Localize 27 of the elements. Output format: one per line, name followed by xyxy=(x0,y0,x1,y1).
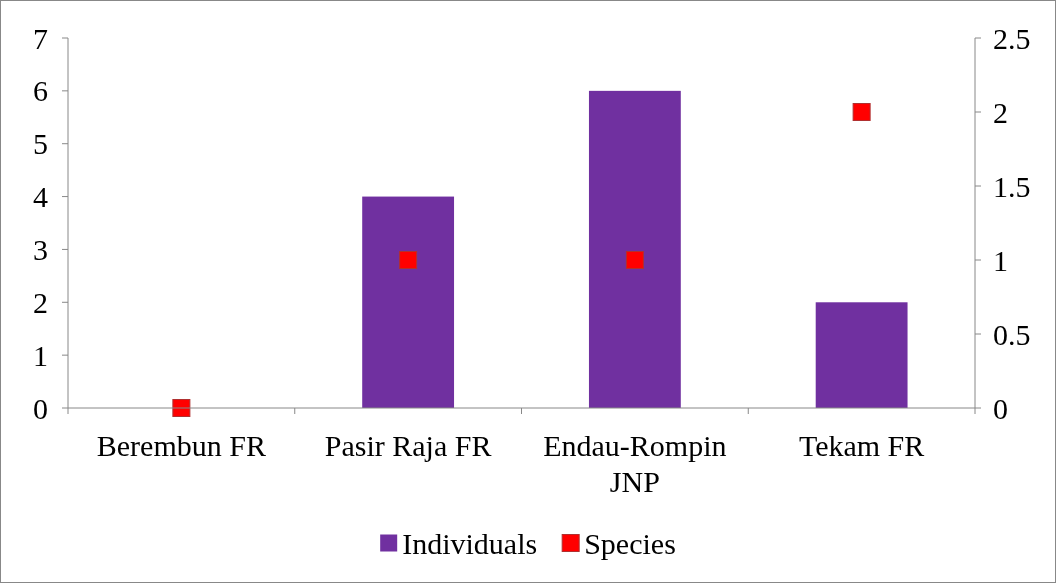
y2-tick-label: 1.5 xyxy=(993,169,1031,203)
point xyxy=(172,399,191,417)
bar xyxy=(815,302,908,408)
y2-tick-label: 0 xyxy=(993,391,1008,425)
x-tick-label: Berembun FR xyxy=(96,429,266,462)
y2-tick-label: 0.5 xyxy=(993,317,1031,351)
y2-tick-label: 2 xyxy=(993,95,1008,129)
y-tick-label: 0 xyxy=(33,391,48,425)
point xyxy=(399,251,418,269)
x-tick-label: Tekam FR xyxy=(798,429,925,462)
point xyxy=(852,103,871,121)
y-tick-label: 3 xyxy=(33,232,48,266)
legend-label: Individuals xyxy=(402,526,538,560)
legend-label: Species xyxy=(584,526,676,560)
y-tick-label: 2 xyxy=(33,285,48,319)
y-tick-label: 5 xyxy=(33,127,48,161)
y-tick-label: 1 xyxy=(33,338,48,372)
y2-tick-label: 2.5 xyxy=(993,21,1031,55)
x-tick-label: Pasir Raja FR xyxy=(324,429,492,462)
point xyxy=(625,251,644,269)
bar xyxy=(588,90,681,408)
y-tick-label: 4 xyxy=(33,180,48,214)
bar xyxy=(362,196,455,408)
x-tick-label: Endau-Rompin JNP xyxy=(543,429,727,498)
y-tick-label: 7 xyxy=(33,21,48,55)
y2-tick-label: 1 xyxy=(993,243,1008,277)
y-tick-label: 6 xyxy=(33,74,48,108)
